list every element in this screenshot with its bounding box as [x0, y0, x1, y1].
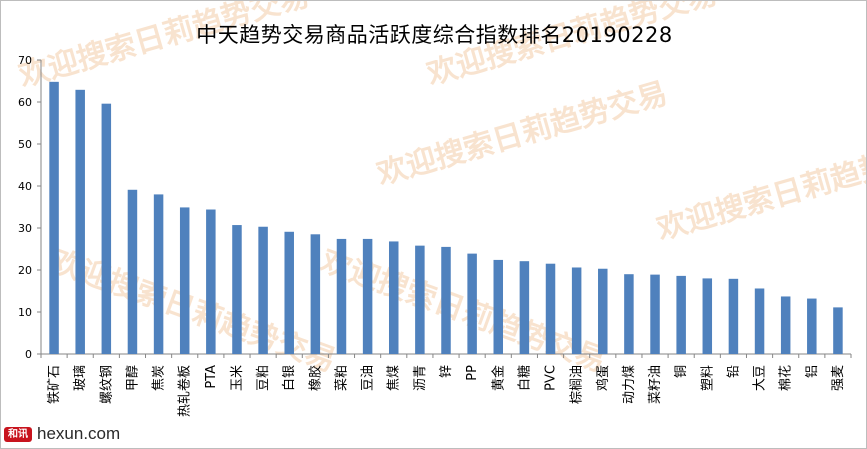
x-tick-label: 黄金	[490, 365, 506, 391]
x-tick-label: 螺纹钢	[99, 365, 114, 404]
hexun-wordmark: hexun.com	[37, 424, 121, 443]
x-tick-label: 白银	[281, 365, 297, 391]
x-tick-label: 铜	[674, 365, 689, 378]
bar	[624, 274, 634, 354]
bar	[415, 245, 425, 354]
y-tick-label: 10	[18, 306, 32, 319]
x-tick-label: 白糖	[516, 365, 532, 391]
y-tick-label: 30	[18, 222, 32, 235]
bar	[467, 253, 477, 354]
chart-title: 中天趋势交易商品活跃度综合指数排名20190228	[196, 23, 673, 47]
bar	[232, 225, 242, 354]
bar	[388, 241, 399, 354]
bar	[728, 278, 739, 354]
x-tick-label: 棕榈油	[570, 365, 585, 404]
y-tick-label: 0	[25, 348, 32, 361]
x-tick-label: 棉花	[778, 365, 794, 391]
x-tick-label: PVC	[544, 365, 559, 391]
y-tick-label: 70	[18, 54, 32, 67]
bar	[310, 234, 321, 354]
bar	[284, 231, 294, 354]
bar	[336, 238, 347, 354]
x-tick-label: 玻璃	[73, 365, 88, 391]
bar	[101, 103, 112, 355]
bar	[833, 307, 843, 354]
hexun-badge: 和讯	[4, 426, 32, 442]
y-tick-label: 40	[18, 180, 32, 193]
x-tick-label: 动力煤	[622, 365, 637, 404]
bar	[75, 89, 85, 354]
bar	[441, 246, 451, 354]
x-tick-label: PP	[465, 365, 480, 381]
x-tick-label: 焦炭	[152, 365, 167, 391]
x-tick-label: 热轧卷板	[177, 365, 193, 417]
bar	[598, 268, 608, 354]
x-tick-label: 菜粕	[334, 365, 349, 391]
bar	[519, 261, 530, 354]
bar	[153, 194, 164, 354]
bar	[545, 263, 556, 354]
x-tick-label: 豆粕	[256, 365, 271, 391]
y-tick-label: 50	[18, 138, 32, 151]
x-tick-label: 焦煤	[387, 365, 402, 391]
x-tick-label: 塑料	[700, 365, 715, 391]
x-tick-label: 沥青	[413, 365, 428, 391]
x-tick-label: 强麦	[831, 365, 846, 391]
x-tick-label: 豆油	[361, 365, 376, 391]
bar	[702, 278, 713, 354]
bar	[780, 296, 791, 354]
hexun-logo: 和讯 hexun.com	[4, 424, 121, 443]
x-tick-label: 菜籽油	[648, 365, 663, 404]
bar	[650, 274, 660, 354]
x-tick-label: 大豆	[753, 365, 768, 391]
x-tick-label: 玉米	[230, 365, 245, 391]
bar	[493, 259, 504, 354]
bar	[676, 275, 686, 354]
x-tick-label: PTA	[204, 365, 219, 389]
bar	[362, 238, 373, 354]
bar	[49, 81, 59, 354]
bar	[754, 288, 765, 354]
x-tick-label: 锌	[439, 365, 454, 378]
x-tick-label: 鸡蛋	[595, 365, 611, 391]
x-tick-label: 铁矿石	[47, 365, 62, 404]
y-tick-label: 60	[18, 96, 32, 109]
x-tick-label: 铝	[805, 365, 820, 378]
bar	[807, 298, 817, 354]
bar	[258, 226, 268, 354]
x-tick-label: 铅	[726, 365, 741, 378]
bar	[127, 189, 138, 354]
bar	[571, 267, 582, 354]
bar	[206, 209, 216, 354]
x-tick-label: 橡胶	[307, 365, 323, 391]
y-tick-label: 20	[18, 264, 32, 277]
x-tick-label: 甲醇	[124, 365, 140, 391]
bar	[179, 207, 190, 354]
